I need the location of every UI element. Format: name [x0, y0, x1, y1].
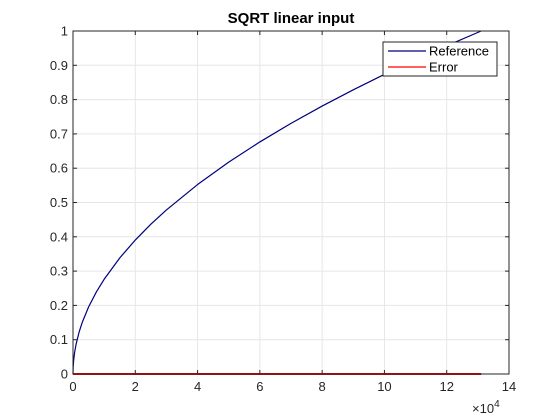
x-tick-label: 8: [319, 379, 326, 394]
y-tick-label: 0.9: [50, 58, 68, 73]
x-tick-label: 14: [502, 379, 516, 394]
legend-label-reference: Reference: [429, 44, 489, 59]
x-tick-label: 4: [194, 379, 201, 394]
legend-label-error: Error: [429, 60, 459, 75]
y-tick-label: 0.4: [50, 229, 68, 244]
y-tick-label: 0.6: [50, 161, 68, 176]
chart-title: SQRT linear input: [228, 10, 355, 27]
y-tick-label: 0.2: [50, 298, 68, 313]
x-tick-label: 2: [132, 379, 139, 394]
legend-box: [382, 41, 498, 77]
series-line-reference: [72, 30, 482, 375]
y-tick-label: 0.7: [50, 126, 68, 141]
x-exponent-base: ×10: [472, 401, 494, 416]
y-tick-label: 0.1: [50, 332, 68, 347]
x-tick-label: 0: [69, 379, 76, 394]
x-tick-label: 6: [256, 379, 263, 394]
x-exponent-label: ×104: [472, 399, 500, 416]
x-tick-label: 12: [439, 379, 453, 394]
y-tick-label: 0: [61, 367, 68, 382]
ticks: 0 2 4 6 8 10 12 14 0 0.1 0.2 0.3 0.4 0.5 0.6 0.7 0.8 0.9 1: [50, 24, 516, 395]
y-tick-label: 0.3: [50, 264, 68, 279]
y-tick-label: 1: [61, 24, 68, 39]
y-tick-label: 0.5: [50, 195, 68, 210]
x-exponent-power: 4: [494, 399, 500, 410]
x-tick-label: 10: [377, 379, 391, 394]
y-tick-label: 0.8: [50, 92, 68, 107]
